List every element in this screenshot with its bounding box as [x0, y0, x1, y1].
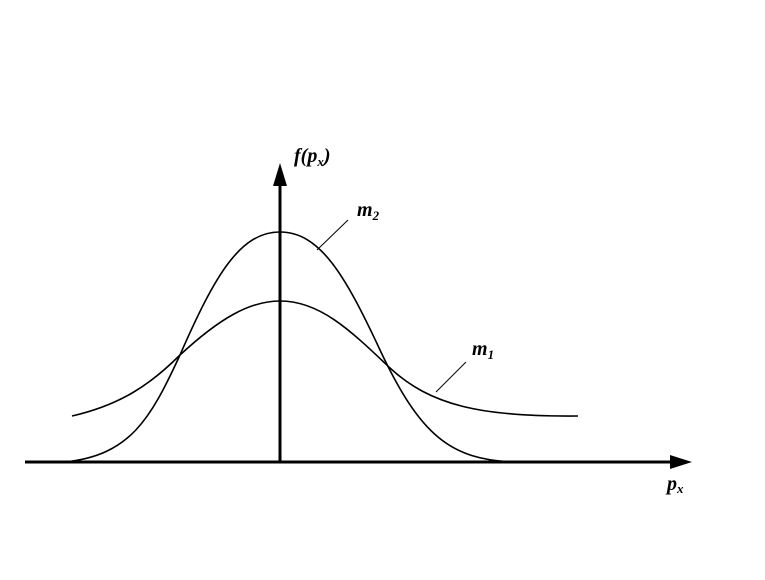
x-arrowhead	[670, 455, 692, 469]
leader-m1	[435, 361, 467, 393]
y-axis-label: f(px)	[294, 145, 331, 169]
curve-m2	[64, 231, 516, 463]
curve-label-m1: m1	[472, 338, 494, 362]
leader-m2	[316, 219, 349, 251]
x-axis-label: px	[665, 473, 684, 496]
curve-m1	[71, 300, 579, 417]
y-arrowhead	[273, 163, 287, 186]
curve-label-m2: m2	[357, 199, 380, 223]
